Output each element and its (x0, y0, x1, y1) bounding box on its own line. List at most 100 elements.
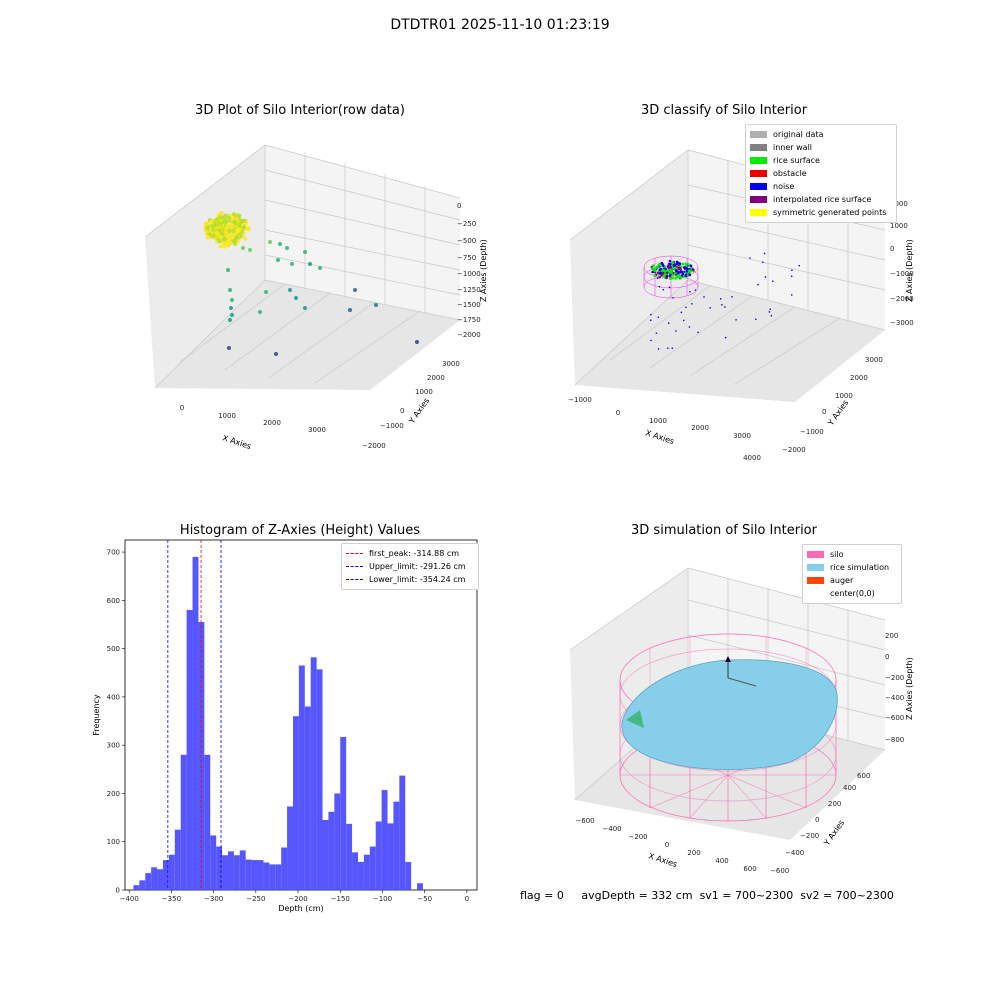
classify-data-point (671, 273, 675, 277)
simulation-legend-item: center(0,0) (807, 587, 897, 600)
classify-data-point (660, 261, 664, 265)
raw-data-point (248, 248, 252, 252)
histogram-bar (257, 860, 264, 890)
raw-y-tick-label: −1000 (380, 422, 404, 430)
legend-color-swatch (750, 196, 767, 203)
classify-noise-point (763, 252, 766, 255)
simulation-y-tick-label: −600 (770, 867, 789, 875)
classify-noise-point (798, 264, 801, 267)
classify-noise-point (790, 275, 793, 278)
histogram-bar (204, 754, 211, 890)
simulation-x-tick-label: −200 (628, 833, 647, 841)
raw-data-point (205, 235, 211, 240)
raw-data-point (214, 230, 219, 236)
raw-data-point (217, 227, 223, 232)
classify-noise-point (791, 269, 793, 271)
raw-data-point (246, 226, 251, 232)
classify-data-point (677, 266, 681, 270)
raw-data-point (231, 212, 237, 217)
classify-noise-point (668, 286, 671, 289)
classify-noise-point (685, 306, 687, 309)
classify-y-tick-label: −1000 (800, 428, 824, 436)
simulation-z-tick-label: −800 (885, 736, 904, 744)
histogram-bar (239, 850, 246, 890)
legend-color-swatch (750, 183, 767, 190)
raw-data-point (223, 213, 228, 218)
classify-noise-point (694, 289, 697, 291)
classify-noise-point (709, 307, 711, 309)
raw-z-tick-label: 0 (457, 202, 461, 210)
raw-data-point (415, 340, 419, 344)
classify-z-tick-label: 1000 (890, 222, 908, 230)
legend-label: silo (830, 550, 844, 559)
histogram-y-tick-label: 600 (107, 597, 120, 605)
classify-data-point (691, 268, 695, 272)
status-line: flag = 0 avgDepth = 332 cm sv1 = 700~230… (520, 889, 894, 902)
histogram-bar (340, 736, 347, 890)
classify-data-point (662, 269, 666, 272)
raw-data-point (231, 239, 236, 244)
raw-data-point (226, 237, 232, 242)
classify-data-point (685, 264, 688, 268)
simulation-x-tick-label: −600 (575, 817, 594, 825)
raw-z-label: Z Axies (Depth) (479, 239, 488, 302)
legend-color-swatch (807, 577, 824, 584)
legend-label: original data (773, 130, 824, 139)
histogram-bar (145, 873, 152, 890)
simulation-legend-item: silo (807, 548, 897, 561)
classify-noise-point (672, 296, 674, 299)
classify-data-point (675, 270, 679, 273)
classify-z-tick-label: −2000 (890, 295, 914, 303)
status-sv2: sv2 = 700~2300 (800, 889, 894, 902)
raw-data-point (294, 296, 298, 300)
histogram-x-label: Depth (cm) (278, 904, 323, 913)
raw-data-point (243, 236, 248, 241)
classify-noise-point (719, 297, 722, 300)
histogram-bar (157, 869, 163, 890)
raw-data-point (276, 258, 280, 262)
histogram-bar (352, 852, 358, 890)
classify-noise-point (688, 326, 691, 328)
histogram-bar (222, 855, 228, 890)
classify-data-point (672, 267, 676, 270)
raw-data-point (290, 262, 294, 266)
histogram-bar (292, 716, 299, 890)
histogram-y-tick-label: 0 (116, 887, 120, 895)
classify-noise-point (649, 319, 652, 321)
histogram-bar (180, 754, 187, 890)
classify-noise-point (721, 304, 723, 306)
legend-label: rice simulation (830, 563, 890, 572)
histogram-bar (387, 823, 394, 890)
histogram-bar (304, 706, 311, 890)
histogram-bar (357, 862, 364, 890)
simulation-x-tick-label: 200 (687, 849, 700, 857)
classify-legend-item: interpolated rice surface (750, 193, 892, 206)
raw-data-point (224, 226, 229, 231)
classify-y-tick-label: 3000 (865, 356, 883, 364)
histogram-x-tick-label: −150 (331, 895, 350, 903)
classify-z-tick-label: 2000 (890, 200, 908, 208)
raw-y-tick-label: 3000 (442, 360, 460, 368)
simulation-y-tick-label: −200 (800, 832, 819, 840)
histogram-x-tick-label: 0 (465, 895, 469, 903)
raw-data-point (241, 224, 247, 230)
raw-x-tick-label: 3000 (308, 426, 326, 434)
classify-legend-item: symmetric generated points (750, 206, 892, 219)
legend-color-swatch (807, 564, 824, 571)
classify-noise-point (749, 257, 751, 259)
histogram-bar (210, 835, 217, 890)
classify-data-point (653, 274, 657, 277)
legend-label: center(0,0) (830, 589, 875, 598)
histogram-bar (162, 860, 169, 890)
classify-data-point (660, 273, 663, 277)
histogram-bar (369, 846, 376, 890)
simulation-x-tick-label: 600 (743, 865, 756, 873)
classify-noise-point (650, 339, 652, 342)
raw-data-point (238, 218, 244, 224)
simulation-x-tick-label: 400 (715, 857, 728, 865)
classify-noise-point (768, 311, 771, 313)
raw-data-point (236, 228, 241, 234)
raw-y-tick-label: 0 (400, 407, 404, 415)
classify-noise-point (680, 311, 683, 314)
raw-data-point (237, 213, 242, 219)
